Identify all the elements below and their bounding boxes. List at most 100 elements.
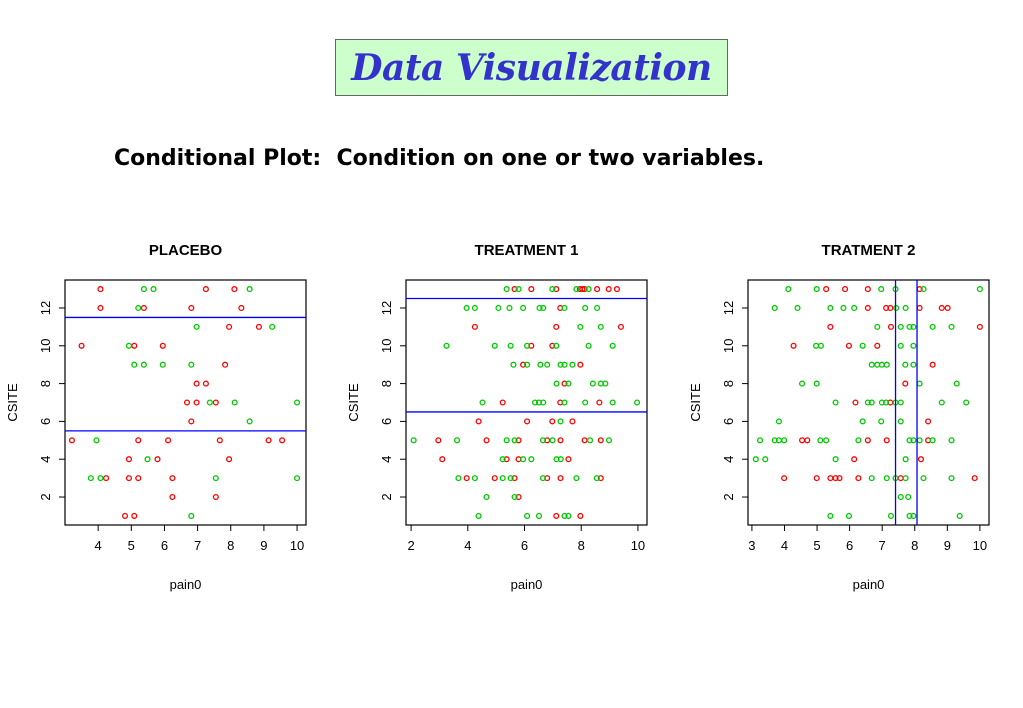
data-point-red bbox=[557, 437, 564, 444]
data-point-red bbox=[581, 437, 588, 444]
data-point-green bbox=[511, 493, 518, 501]
data-point-green bbox=[549, 437, 556, 444]
data-point-green bbox=[524, 361, 531, 368]
data-point-red bbox=[836, 475, 843, 482]
data-point-red bbox=[569, 418, 576, 425]
data-point-green bbox=[910, 323, 917, 330]
data-point-red bbox=[781, 475, 788, 482]
data-point-red bbox=[524, 418, 531, 425]
data-point-green bbox=[756, 437, 764, 444]
data-point-green bbox=[762, 456, 769, 463]
y-tick-label: 4 bbox=[38, 456, 53, 463]
data-point-green bbox=[594, 304, 601, 312]
data-point-red bbox=[553, 512, 560, 519]
data-point-green bbox=[561, 361, 568, 368]
data-point-red bbox=[804, 437, 811, 444]
data-point-green bbox=[539, 475, 546, 482]
data-point-red bbox=[169, 475, 176, 482]
data-point-green bbox=[956, 512, 963, 519]
x-tick-label: 5 bbox=[128, 538, 135, 553]
data-point-green bbox=[910, 437, 917, 444]
title-box: Data Visualization bbox=[335, 39, 728, 96]
data-point-green bbox=[553, 380, 560, 387]
x-tick-label: 2 bbox=[407, 538, 414, 553]
data-point-red bbox=[976, 323, 983, 330]
data-point-green bbox=[293, 475, 301, 482]
x-tick-label: 6 bbox=[161, 538, 168, 553]
data-point-red bbox=[929, 361, 936, 368]
x-axis-label: pain0 bbox=[853, 577, 885, 592]
data-point-green bbox=[827, 304, 834, 312]
y-axis-label: CSITE bbox=[5, 383, 20, 422]
data-point-green bbox=[524, 342, 531, 349]
data-point-red bbox=[553, 286, 560, 293]
data-point-green bbox=[528, 456, 535, 463]
data-point-green bbox=[752, 456, 759, 463]
data-point-green bbox=[561, 304, 568, 312]
data-point-green bbox=[87, 475, 94, 482]
data-point-red bbox=[842, 286, 849, 293]
data-point-green bbox=[916, 380, 923, 387]
y-tick-label: 4 bbox=[721, 456, 736, 463]
data-point-green bbox=[453, 437, 461, 444]
data-point-green bbox=[293, 399, 301, 406]
data-point-red bbox=[255, 323, 262, 330]
data-point-green bbox=[231, 399, 238, 406]
data-point-red bbox=[597, 437, 604, 444]
panel-3: TRATMENT 2 3 4 5 6 7 8 9 10 2 4 6 8 10 12 pain0 CSITE bbox=[688, 242, 990, 592]
data-point-green bbox=[135, 304, 142, 312]
data-point-red bbox=[852, 399, 859, 406]
data-point-red bbox=[78, 342, 85, 349]
data-point-green bbox=[131, 361, 138, 368]
data-point-green bbox=[443, 342, 450, 349]
data-point-green bbox=[144, 456, 151, 463]
data-point-red bbox=[183, 399, 191, 406]
data-point-green bbox=[463, 304, 470, 312]
data-point-green bbox=[817, 437, 824, 444]
data-point-green bbox=[159, 361, 166, 368]
data-point-green bbox=[897, 418, 904, 425]
x-tick-label: 10 bbox=[631, 538, 645, 553]
y-tick-label: 10 bbox=[38, 339, 53, 353]
data-point-green bbox=[859, 418, 866, 425]
data-point-green bbox=[938, 399, 945, 406]
data-point-red bbox=[916, 304, 923, 312]
panel-2: TREATMENT 1 2 4 6 8 10 2 4 6 8 10 12 pain0 CSITE bbox=[346, 242, 648, 592]
data-point-green bbox=[565, 512, 572, 519]
data-point-red bbox=[188, 304, 195, 312]
data-point-green bbox=[499, 475, 506, 482]
data-point-green bbox=[794, 304, 801, 312]
data-point-red bbox=[68, 437, 76, 444]
data-point-green bbox=[910, 342, 917, 349]
data-point-green bbox=[902, 456, 909, 463]
data-point-green bbox=[455, 475, 462, 482]
data-point-green bbox=[929, 323, 936, 330]
data-point-green bbox=[609, 342, 616, 349]
data-point-red bbox=[581, 286, 588, 293]
data-point-red bbox=[499, 399, 506, 406]
data-point-green bbox=[582, 304, 589, 312]
data-point-green bbox=[589, 380, 596, 387]
data-point-green bbox=[864, 399, 871, 406]
data-point-red bbox=[887, 323, 895, 330]
data-point-green bbox=[883, 399, 890, 406]
data-point-green bbox=[499, 456, 506, 463]
data-point-red bbox=[265, 437, 272, 444]
data-point-green bbox=[948, 323, 955, 330]
data-point-green bbox=[557, 456, 564, 463]
data-point-green bbox=[893, 304, 900, 312]
data-point-green bbox=[799, 380, 806, 387]
data-point-green bbox=[916, 437, 923, 444]
data-point-red bbox=[475, 418, 482, 425]
data-point-red bbox=[520, 361, 527, 368]
y-tick-label: 4 bbox=[379, 456, 394, 463]
data-point-green bbox=[471, 304, 478, 312]
x-tick-label: 8 bbox=[227, 538, 234, 553]
y-tick-label: 12 bbox=[721, 301, 736, 315]
data-point-green bbox=[878, 418, 885, 425]
data-point-green bbox=[775, 418, 782, 425]
data-point-red bbox=[557, 475, 564, 482]
data-point-red bbox=[605, 286, 612, 293]
data-point-green bbox=[531, 399, 539, 406]
data-point-red bbox=[131, 512, 138, 519]
